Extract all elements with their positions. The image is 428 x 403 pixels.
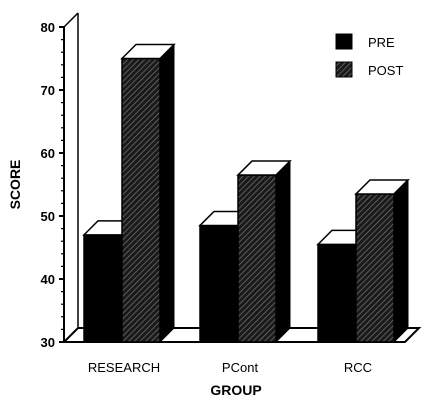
legend: PRE POST bbox=[335, 33, 403, 78]
bar-front-face bbox=[83, 234, 123, 343]
legend-label-post: POST bbox=[368, 63, 403, 78]
bar-front-face bbox=[237, 174, 277, 343]
bar-side-face bbox=[393, 178, 409, 344]
bar-front-face bbox=[355, 193, 395, 343]
axes: 30 40 50 60 70 80 SCORE RESEARCH PCont RCC GROUP bbox=[7, 20, 372, 398]
y-tick-label: 30 bbox=[41, 335, 55, 350]
bar-front-face bbox=[317, 243, 357, 343]
bar-front-face bbox=[121, 57, 161, 343]
bar-top-face bbox=[354, 179, 410, 195]
y-tick-label: 50 bbox=[41, 209, 55, 224]
x-category-label: RCC bbox=[344, 360, 372, 375]
bar-post-research bbox=[120, 43, 176, 344]
legend-swatch-pre bbox=[335, 33, 353, 50]
bar-top-face bbox=[120, 43, 176, 60]
legend-swatch-post bbox=[335, 61, 353, 78]
y-tick-label: 40 bbox=[41, 272, 55, 287]
x-category-label: RESEARCH bbox=[88, 360, 160, 375]
x-axis-title: GROUP bbox=[210, 382, 261, 398]
bars bbox=[82, 43, 410, 344]
bar-post-pcont bbox=[236, 159, 292, 344]
y-tick-label: 80 bbox=[41, 20, 55, 35]
y-axis-title: SCORE bbox=[7, 160, 23, 210]
top-depth-edge bbox=[63, 12, 79, 28]
bar-post-rcc bbox=[354, 178, 410, 344]
x-category-label: PCont bbox=[222, 360, 259, 375]
y-tick-label: 60 bbox=[41, 146, 55, 161]
bar-top-face bbox=[236, 160, 292, 176]
bar-side-face bbox=[159, 43, 175, 344]
bar-side-face bbox=[275, 159, 291, 344]
y-tick-label: 70 bbox=[41, 83, 55, 98]
legend-label-pre: PRE bbox=[368, 35, 395, 50]
bar-front-face bbox=[199, 224, 239, 343]
